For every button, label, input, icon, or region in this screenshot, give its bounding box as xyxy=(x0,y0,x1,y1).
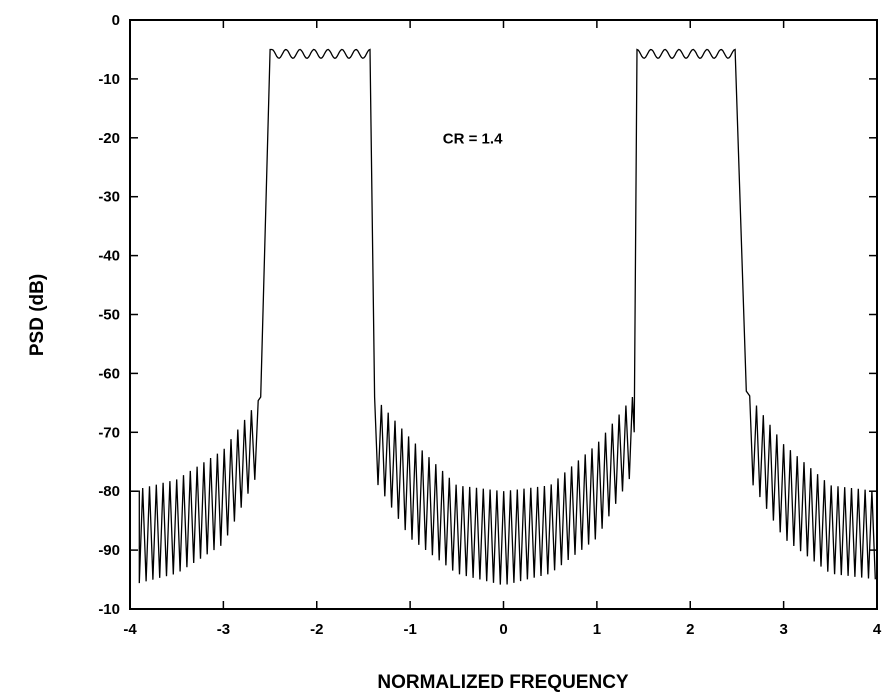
plot-frame xyxy=(129,19,878,610)
y-tick-label: -30 xyxy=(98,189,120,206)
y-tick-label: -50 xyxy=(98,307,120,324)
y-tick-label: -10 xyxy=(98,71,120,88)
cr-annotation: CR = 1.4 xyxy=(443,131,503,148)
y-tick-label: -80 xyxy=(98,483,120,500)
y-tick-label: -40 xyxy=(98,248,120,265)
psd-series-line xyxy=(130,48,876,585)
y-axis-title: PSD (dB) xyxy=(27,274,48,356)
x-tick-label: 4 xyxy=(873,621,882,638)
x-tick-label: 1 xyxy=(593,621,601,638)
x-tick-label: -1 xyxy=(403,621,416,638)
x-tick-label: -2 xyxy=(310,621,323,638)
y-tick-label: -10 xyxy=(98,601,120,618)
x-tick-label: 0 xyxy=(499,621,507,638)
tick-labels: -4 -3 -2 -1 0 1 2 3 40-10-20-30-40-50-60-70-80-9… xyxy=(98,12,882,638)
x-tick-label: -4 xyxy=(123,621,137,638)
axis-ticks xyxy=(129,19,878,610)
y-tick-label: -20 xyxy=(98,130,120,147)
x-tick-label: 2 xyxy=(686,621,694,638)
x-axis-title: NORMALIZED FREQUENCY xyxy=(377,672,629,693)
y-tick-label: 0 xyxy=(112,12,120,29)
y-tick-label: -90 xyxy=(98,542,120,559)
x-tick-label: -3 xyxy=(217,621,230,638)
x-tick-label: 3 xyxy=(779,621,787,638)
y-tick-label: -60 xyxy=(98,365,120,382)
y-tick-label: -70 xyxy=(98,424,120,441)
